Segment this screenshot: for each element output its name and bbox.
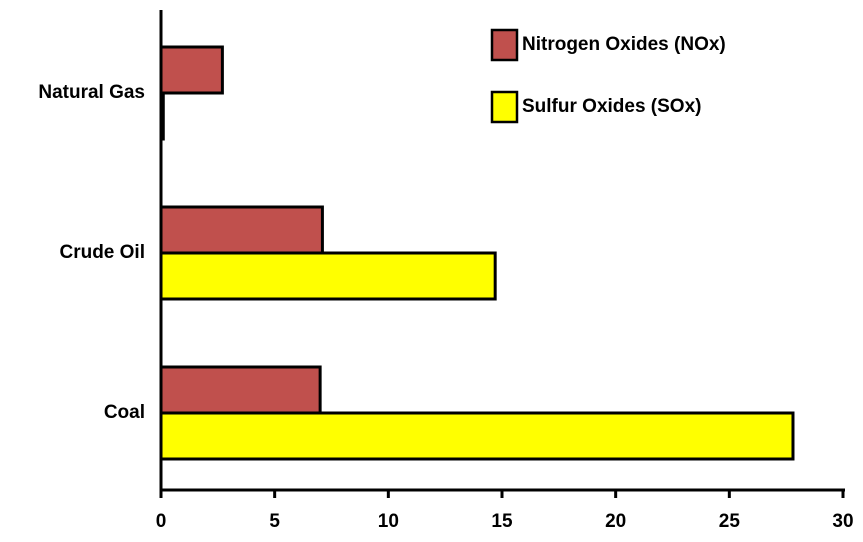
y-tick-label: Crude Oil	[59, 242, 145, 263]
y-tick-label: Natural Gas	[38, 82, 145, 103]
bar	[159, 251, 497, 301]
bar	[159, 45, 224, 95]
x-tick-label: 15	[491, 511, 513, 532]
x-tick-label: 30	[832, 511, 853, 532]
x-tick-label: 5	[269, 511, 280, 532]
bar	[159, 365, 322, 415]
legend-label: Nitrogen Oxides (NOx)	[522, 34, 726, 55]
legend-swatch	[490, 90, 519, 124]
legend-swatch	[490, 28, 519, 62]
x-tick-label: 20	[605, 511, 626, 532]
bar	[159, 411, 795, 461]
x-tick-label: 10	[378, 511, 399, 532]
legend-label: Sulfur Oxides (SOx)	[522, 96, 701, 117]
x-tick-label: 25	[719, 511, 741, 532]
y-tick-label: Coal	[104, 402, 145, 423]
x-tick-label: 0	[156, 511, 167, 532]
bar	[159, 205, 324, 255]
